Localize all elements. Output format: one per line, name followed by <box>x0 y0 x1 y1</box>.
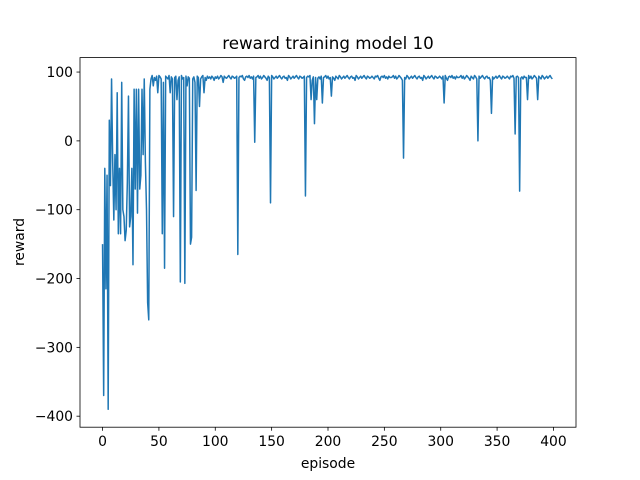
x-tick-label: 50 <box>150 434 168 450</box>
x-tick-label: 150 <box>258 434 285 450</box>
y-tick-label: 100 <box>46 65 73 81</box>
series-line <box>101 74 553 411</box>
y-tick-label: −200 <box>35 272 73 288</box>
y-tick-label: 0 <box>64 134 73 150</box>
y-tick-label: −100 <box>35 203 73 219</box>
x-tick-label: 400 <box>540 434 567 450</box>
x-tick-label: 0 <box>98 434 107 450</box>
x-axis-label: episode <box>301 456 355 472</box>
y-axis-label: reward <box>12 218 28 266</box>
x-tick-label: 200 <box>315 434 342 450</box>
chart-title: reward training model 10 <box>222 33 434 53</box>
x-tick-label: 300 <box>427 434 454 450</box>
plot-frame <box>79 57 577 428</box>
y-tick-label: −400 <box>35 409 73 425</box>
y-tick-label: −300 <box>35 340 73 356</box>
x-tick-label: 350 <box>484 434 511 450</box>
x-tick-label: 100 <box>202 434 229 450</box>
x-tick-label: 250 <box>371 434 398 450</box>
